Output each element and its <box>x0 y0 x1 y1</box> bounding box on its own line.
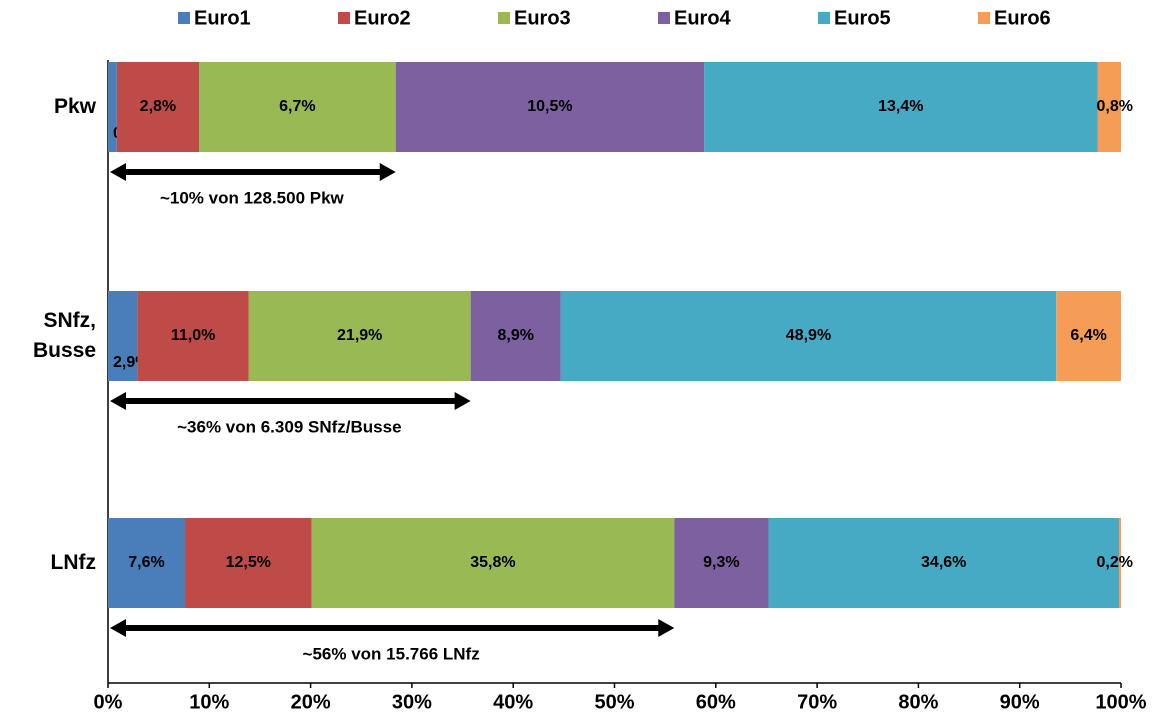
legend-label: Euro6 <box>994 7 1051 29</box>
legend-label: Euro5 <box>834 7 891 29</box>
data-label: 48,9% <box>786 327 831 344</box>
x-tick-label: 20% <box>291 691 331 713</box>
legend-swatch <box>818 12 830 24</box>
bar-segment <box>768 518 1119 608</box>
data-label: 34,6% <box>921 554 966 571</box>
bar-segment <box>1056 291 1121 381</box>
annotation: ~10% von 128.500 Pkw <box>160 188 345 207</box>
bar-segment <box>1118 518 1121 608</box>
bar-segment <box>199 62 396 152</box>
arrow-head <box>110 163 126 181</box>
x-tick-label: 100% <box>1095 691 1146 713</box>
arrow-head <box>454 392 471 410</box>
category-box: LNfz <box>50 551 97 574</box>
legend-label: Euro1 <box>194 7 251 29</box>
bar-segment <box>137 291 249 381</box>
bar-segment <box>248 291 471 381</box>
data-label: 13,4% <box>878 98 923 115</box>
x-tick-label: 0% <box>94 691 123 713</box>
category-box: Pkw <box>53 95 96 118</box>
data-label: 2,8% <box>140 98 176 115</box>
data-label: 7,6% <box>128 554 164 571</box>
legend-label: Euro4 <box>674 7 732 29</box>
data-label: 21,9% <box>337 327 382 344</box>
arrow-head <box>379 163 396 181</box>
bar-segment <box>184 518 312 608</box>
legend-label: Euro3 <box>514 7 571 29</box>
y-tick-label: Pkw <box>53 95 96 118</box>
data-label: 0,2% <box>1097 554 1133 571</box>
arrow-head <box>110 392 126 410</box>
bar-segment <box>108 518 185 608</box>
legend-swatch <box>498 12 510 24</box>
legend-swatch <box>338 12 350 24</box>
category-box: SNfz, Busse <box>32 309 96 362</box>
bar-segment <box>1097 62 1121 152</box>
data-label: 6,4% <box>1070 327 1106 344</box>
bar-segment <box>470 291 561 381</box>
x-tick-label: 10% <box>189 691 229 713</box>
data-label: 12,5% <box>226 554 271 571</box>
arrow-head <box>110 619 126 637</box>
legend-swatch <box>978 12 990 24</box>
bar-segment <box>704 62 1098 152</box>
legend-swatch <box>658 12 670 24</box>
data-label: 35,8% <box>470 554 515 571</box>
x-tick-label: 80% <box>898 691 938 713</box>
x-tick-label: 30% <box>392 691 432 713</box>
data-label: 10,5% <box>527 98 572 115</box>
annotation: ~56% von 15.766 LNfz <box>303 644 480 663</box>
bar-segment <box>395 62 705 152</box>
x-tick-label: 70% <box>797 691 837 713</box>
bar-segment <box>108 62 117 152</box>
y-tick-label: SNfz, Busse <box>32 309 96 362</box>
y-tick-label: LNfz <box>50 551 97 574</box>
x-tick-label: 90% <box>1000 691 1040 713</box>
legend-swatch <box>178 12 190 24</box>
data-label: 11,0% <box>171 327 215 344</box>
data-label: 0,8% <box>1097 98 1133 115</box>
annotation: ~36% von 6.309 SNfz/Busse <box>177 417 401 436</box>
bar-segment <box>311 518 675 608</box>
x-tick-label: 60% <box>696 691 736 713</box>
x-tick-label: 50% <box>594 691 634 713</box>
data-label: 9,3% <box>703 554 739 571</box>
data-label: 8,9% <box>497 327 533 344</box>
arrow-head <box>658 619 675 637</box>
bar-segment <box>674 518 769 608</box>
bar-segment <box>108 291 138 381</box>
bar-segment <box>560 291 1057 381</box>
bar-segment <box>116 62 200 152</box>
x-tick-label: 40% <box>493 691 533 713</box>
data-label: 6,7% <box>279 98 315 115</box>
legend-label: Euro2 <box>354 7 411 29</box>
